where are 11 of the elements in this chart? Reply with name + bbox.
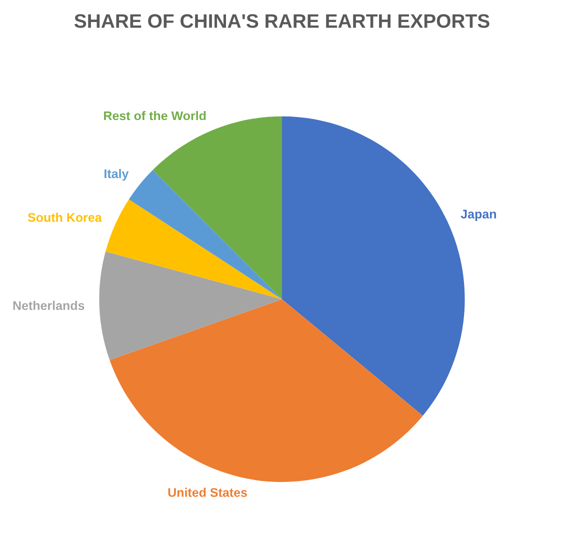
slice-label: South Korea [28, 212, 102, 222]
slice-label: Japan [460, 210, 496, 221]
slice-label: Italy [104, 168, 129, 181]
slice-label: Rest of the World [104, 110, 206, 120]
pie-slice [128, 170, 282, 300]
pie-slice [99, 252, 282, 360]
slice-label: United States [168, 488, 247, 497]
pie-slice [106, 199, 282, 300]
pie-slice [110, 299, 423, 482]
chart-title: SHARE OF CHINA'S RARE EARTH EXPORTS [74, 14, 490, 28]
slice-label: Netherlands [13, 300, 84, 310]
